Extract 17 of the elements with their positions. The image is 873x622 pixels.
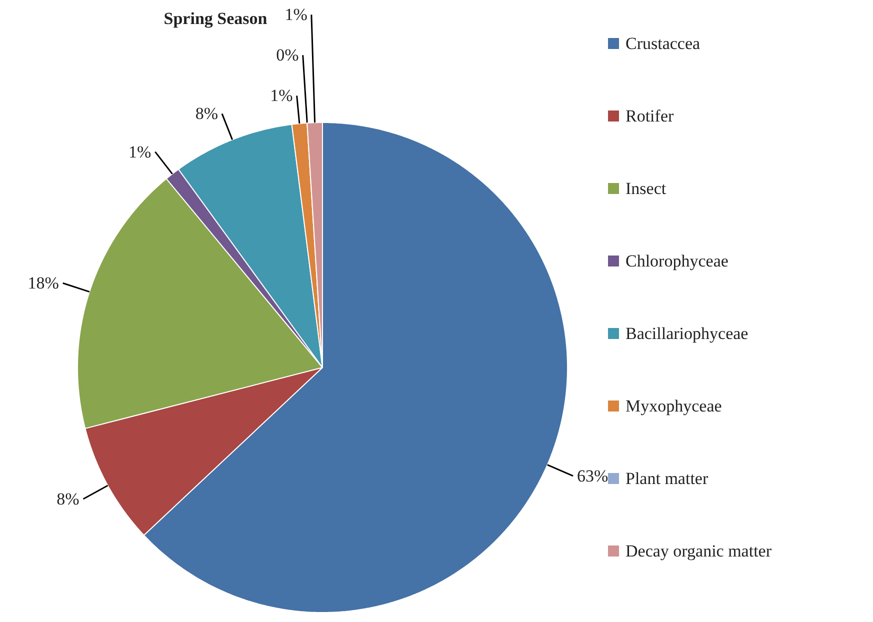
data-label: 8% (56, 490, 80, 509)
legend-label: Myxophyceae (626, 396, 722, 416)
data-label: 18% (28, 274, 59, 293)
legend-label: Decay organic matter (626, 542, 772, 560)
legend-label: Crustaccea (626, 34, 701, 53)
legend-label: Bacillariophyceae (626, 324, 748, 343)
data-label: 1% (270, 86, 293, 106)
text: 0% (276, 46, 299, 65)
legend-label: Plant matter (626, 469, 708, 488)
data-label: 1% (128, 142, 152, 162)
data-label: 8% (195, 104, 218, 124)
legend-label: Chlorophyceae (626, 252, 728, 270)
chart-title: Spring Season (164, 9, 268, 28)
legend-label: Rotifer (626, 106, 674, 126)
legend-label: Insect (626, 179, 666, 198)
data-label: 63% (577, 466, 608, 486)
data-label: 1% (284, 5, 308, 24)
